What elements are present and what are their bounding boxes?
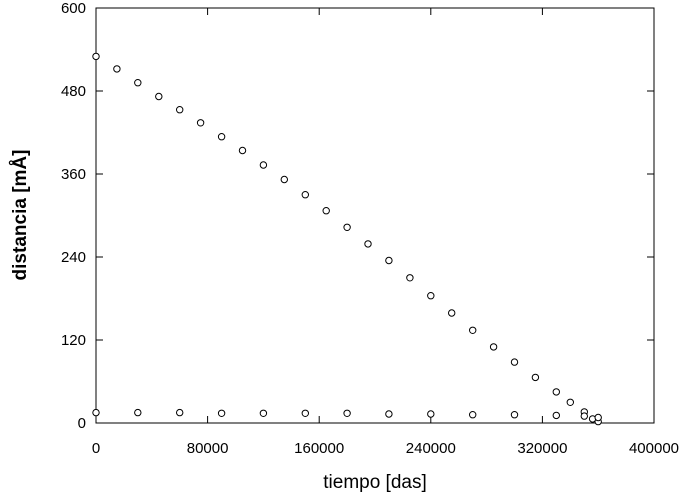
- data-point: [259, 409, 268, 417]
- data-point: [580, 412, 588, 420]
- data-point: [301, 409, 309, 417]
- data-point: [343, 409, 351, 417]
- data-points: [92, 52, 602, 426]
- data-point: [531, 373, 540, 382]
- y-tick-label: 0: [78, 415, 86, 432]
- x-tick-label: 400000: [629, 440, 679, 457]
- y-ticks: 0 120 240 360 480 600: [61, 0, 654, 432]
- data-point: [594, 413, 602, 422]
- data-point: [489, 343, 498, 351]
- x-tick-label: 160000: [294, 440, 344, 457]
- data-point: [322, 207, 330, 215]
- data-point: [427, 292, 435, 300]
- y-tick-label: 360: [61, 166, 86, 183]
- data-point: [176, 106, 184, 114]
- data-point: [552, 388, 560, 396]
- x-axis-title: tiempo [das]: [323, 472, 427, 493]
- series-1: [92, 52, 602, 426]
- series-2: [92, 408, 602, 422]
- data-point: [92, 52, 100, 61]
- plot-frame: [95, 7, 655, 424]
- data-point: [566, 398, 574, 406]
- x-tick-label: 240000: [406, 440, 456, 457]
- data-point: [301, 191, 309, 199]
- data-point: [552, 411, 560, 420]
- data-point: [134, 408, 142, 417]
- data-point: [448, 309, 456, 317]
- data-point: [134, 79, 142, 87]
- data-point: [469, 411, 477, 419]
- data-point: [113, 65, 121, 73]
- data-point: [364, 240, 372, 248]
- data-point: [385, 256, 393, 265]
- data-point: [238, 146, 247, 155]
- y-tick-label: 480: [61, 83, 86, 100]
- x-tick-label: 80000: [187, 440, 229, 457]
- data-point: [510, 411, 519, 419]
- data-point: [385, 410, 393, 418]
- data-point: [155, 92, 163, 101]
- y-axis-title: distancia [mÅ]: [10, 150, 31, 281]
- data-point: [196, 119, 205, 127]
- data-point: [406, 274, 414, 282]
- x-ticks: 0 80000 160000 240000 320000 400000: [92, 8, 679, 457]
- x-tick-label: 0: [92, 440, 100, 457]
- data-point: [280, 175, 288, 184]
- data-point: [217, 133, 226, 141]
- y-tick-label: 120: [61, 332, 86, 349]
- data-point: [217, 409, 226, 417]
- data-point: [92, 408, 100, 417]
- data-point: [176, 408, 184, 417]
- y-tick-label: 240: [61, 249, 86, 266]
- data-point: [343, 223, 351, 232]
- data-point: [510, 358, 519, 366]
- y-tick-label: 600: [61, 0, 86, 17]
- data-point: [259, 161, 268, 169]
- data-point: [427, 410, 435, 418]
- data-point: [469, 326, 477, 334]
- x-tick-label: 320000: [517, 440, 567, 457]
